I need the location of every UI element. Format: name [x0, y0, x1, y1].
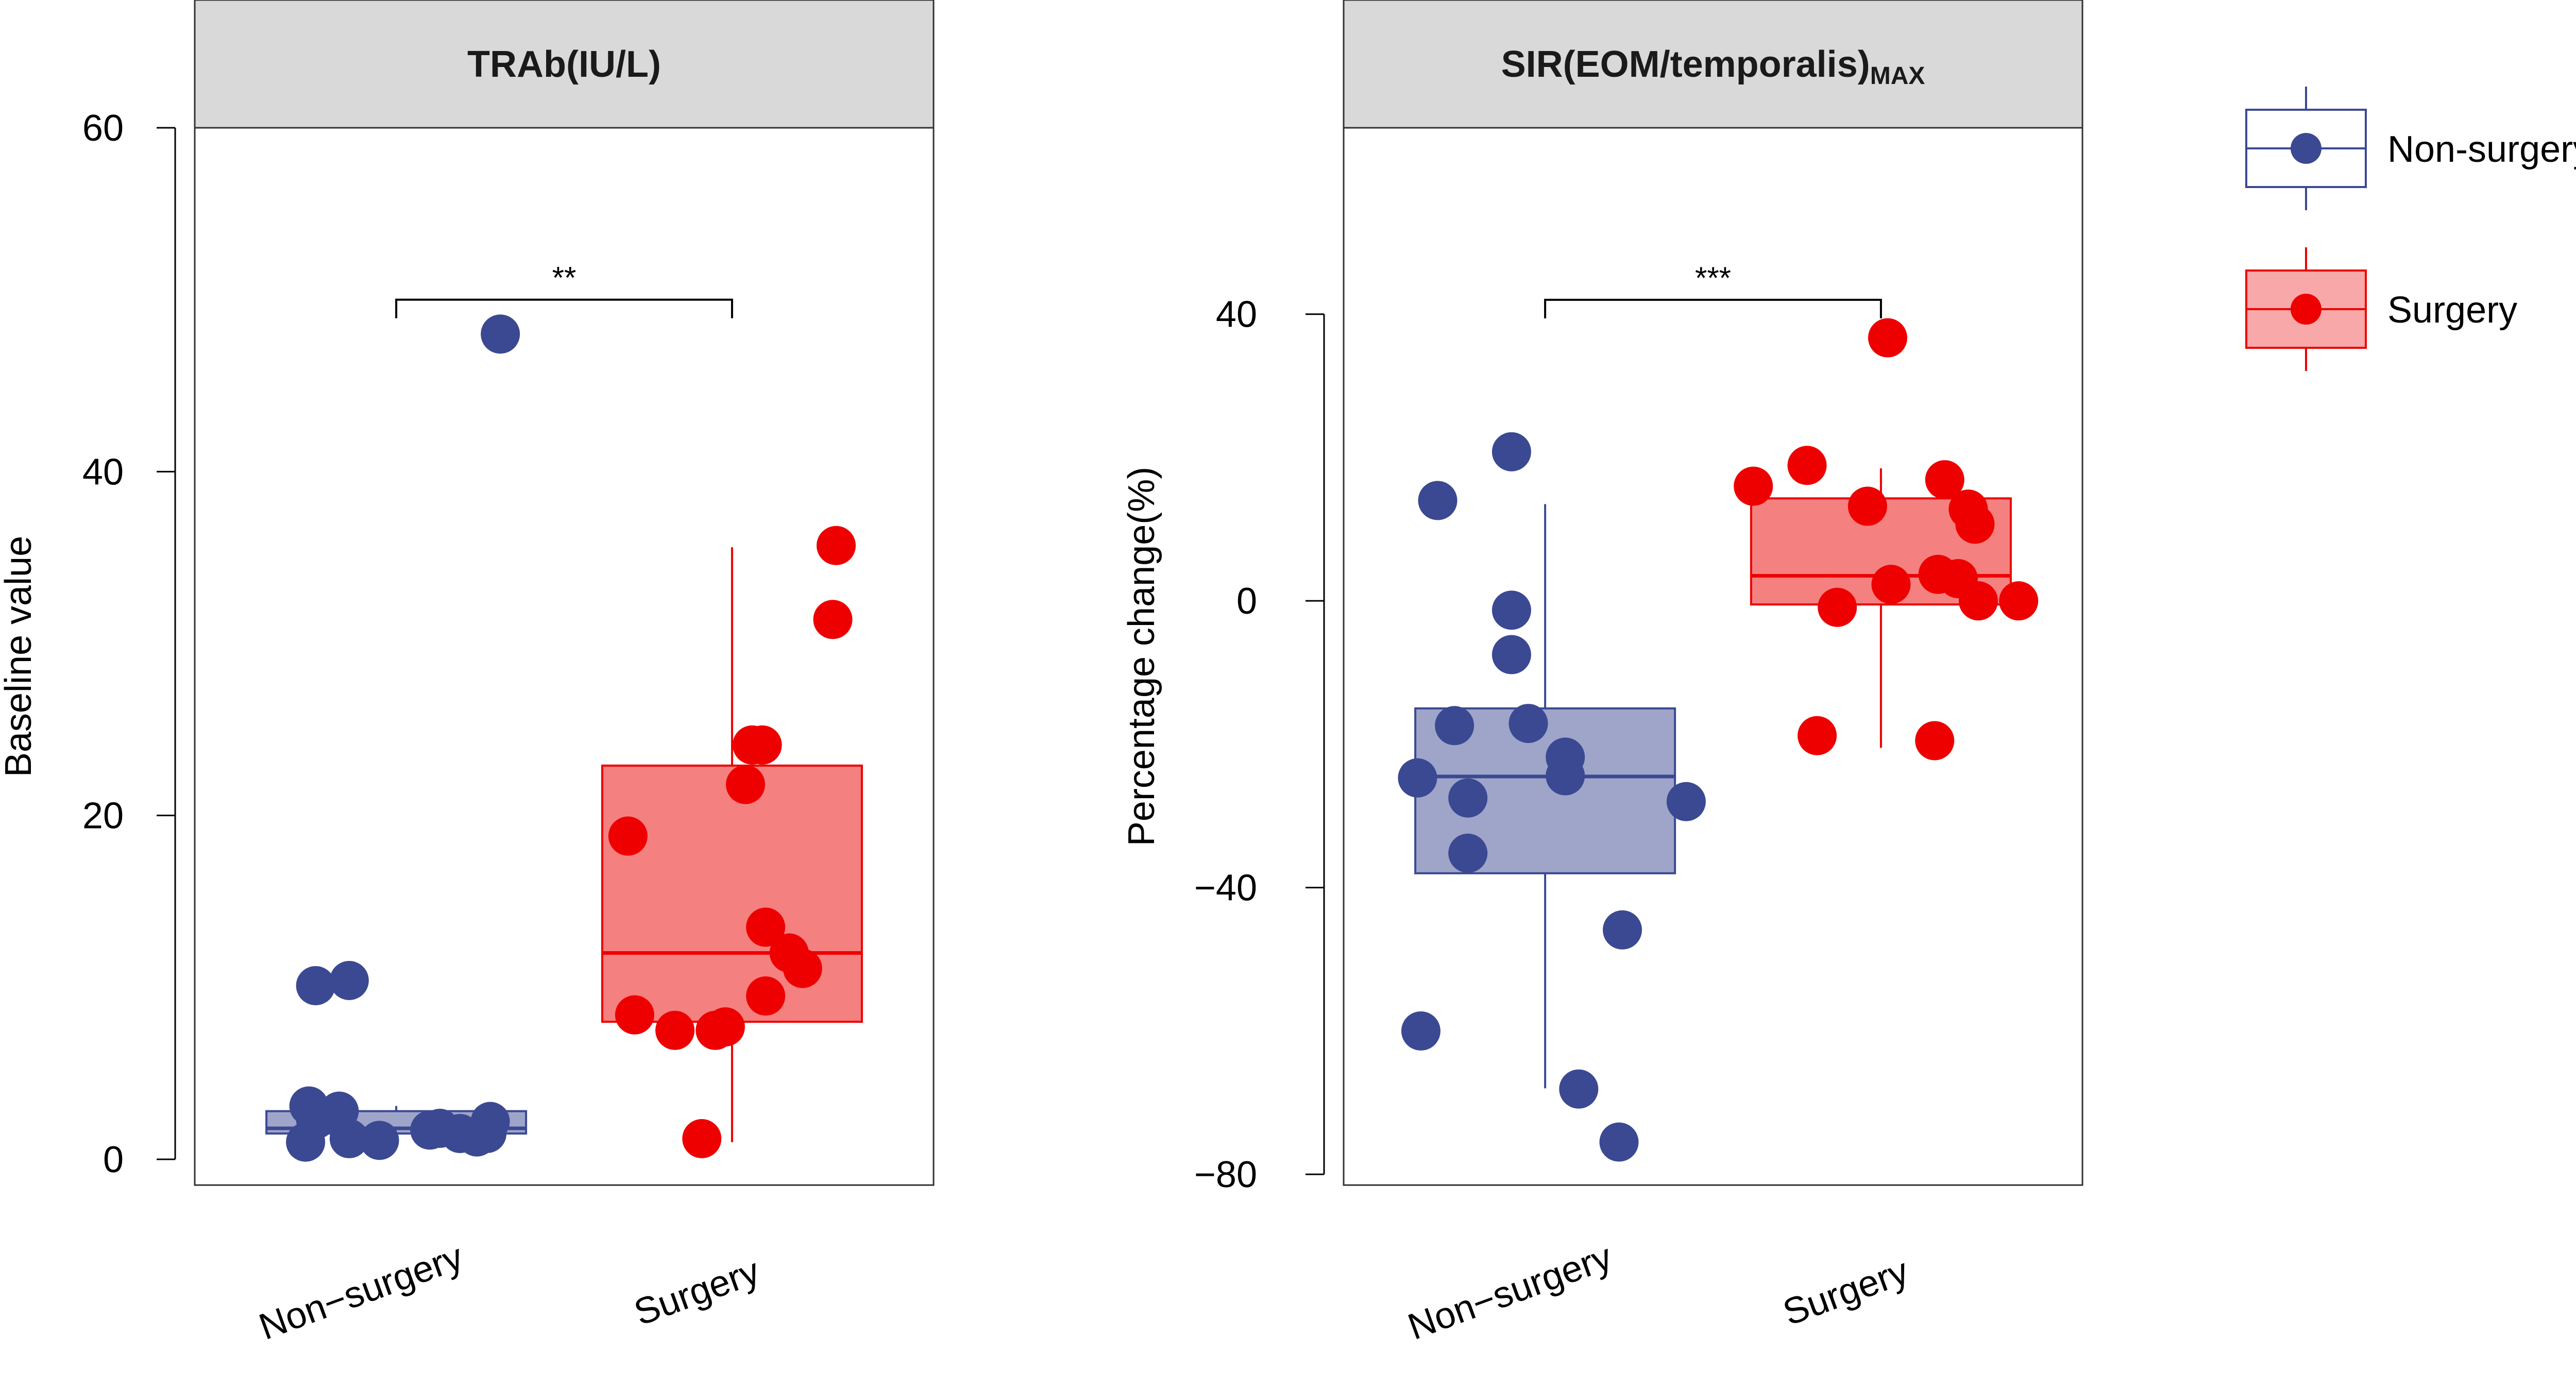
legend-label: Non-surgery [2387, 129, 2576, 170]
strip-background [1343, 0, 2083, 129]
strip-title-main: SIR(EOM/temporalis) [1501, 44, 1870, 85]
data-point [1401, 1011, 1440, 1051]
data-point [1666, 782, 1706, 821]
data-point [1435, 706, 1475, 746]
data-point [813, 600, 853, 639]
legend-key-point [2291, 133, 2321, 164]
y-tick-label: 40 [82, 451, 124, 493]
data-point [1492, 590, 1531, 630]
y-tick-label: −80 [1194, 1154, 1257, 1195]
data-point [1955, 504, 1995, 544]
data-point [296, 966, 335, 1005]
data-point [470, 1102, 510, 1141]
y-tick-label: 20 [82, 796, 124, 837]
data-point [481, 314, 520, 354]
data-point [1787, 446, 1827, 485]
data-point [746, 907, 786, 947]
y-tick-label: 60 [82, 108, 124, 149]
data-point [1398, 758, 1437, 798]
data-point [783, 949, 822, 988]
data-point [1448, 778, 1488, 818]
y-tick-label: 0 [1236, 581, 1257, 622]
panel-border [194, 127, 935, 1186]
data-point [816, 526, 856, 565]
data-point [725, 765, 765, 804]
legend-label: Surgery [2387, 290, 2517, 331]
data-point [1509, 704, 1548, 744]
data-point [705, 1007, 745, 1047]
data-point [1868, 318, 1907, 358]
data-point [1999, 581, 2039, 621]
data-point [1925, 460, 1964, 500]
data-point [1734, 466, 1773, 506]
data-point [329, 1119, 369, 1158]
box-iqr [601, 764, 863, 1023]
strip-background [194, 0, 935, 129]
data-point [1818, 587, 1857, 627]
data-point [1603, 910, 1642, 950]
legend: Non-surgery Surgery [2245, 87, 2576, 371]
y-axis-label: Percentage change(%) [1121, 467, 1162, 846]
y-tick-label: 40 [1216, 294, 1257, 335]
significance-bracket [395, 298, 733, 318]
legend-key-point [2291, 294, 2321, 325]
data-point [1599, 1122, 1639, 1162]
data-point [608, 816, 648, 856]
legend-item: Non-surgery [2245, 87, 2576, 210]
data-point [329, 960, 369, 1000]
data-point [655, 1010, 695, 1050]
significance-label: ** [552, 261, 577, 295]
y-axis-label: Baseline value [0, 536, 39, 777]
strip-title: SIR(EOM/temporalis)MAX [1501, 44, 1925, 90]
data-point [615, 995, 654, 1035]
data-point [1492, 635, 1531, 674]
data-point [1798, 716, 1837, 755]
strip-title-main: TRAb(IU/L) [467, 44, 661, 85]
y-tick-label: 0 [103, 1139, 124, 1180]
data-point [742, 725, 782, 765]
data-point [1871, 565, 1911, 604]
y-tick-label: −40 [1194, 868, 1257, 909]
data-point [360, 1121, 399, 1160]
legend-item: Surgery [2245, 247, 2517, 371]
data-point [1848, 486, 1887, 526]
data-point [1546, 756, 1585, 796]
data-point [682, 1119, 722, 1158]
panel-border [1343, 127, 2083, 1186]
strip-title-subscript: MAX [1870, 62, 1925, 90]
data-point [1448, 833, 1488, 873]
data-point [1492, 432, 1531, 471]
data-point [1559, 1069, 1599, 1109]
data-point [1958, 581, 1998, 621]
significance-bracket [1544, 298, 1882, 318]
data-point [1418, 481, 1458, 520]
data-point [1915, 721, 1955, 761]
significance-label: *** [1695, 261, 1731, 295]
data-point [746, 976, 786, 1016]
strip-title: TRAb(IU/L) [467, 44, 661, 85]
